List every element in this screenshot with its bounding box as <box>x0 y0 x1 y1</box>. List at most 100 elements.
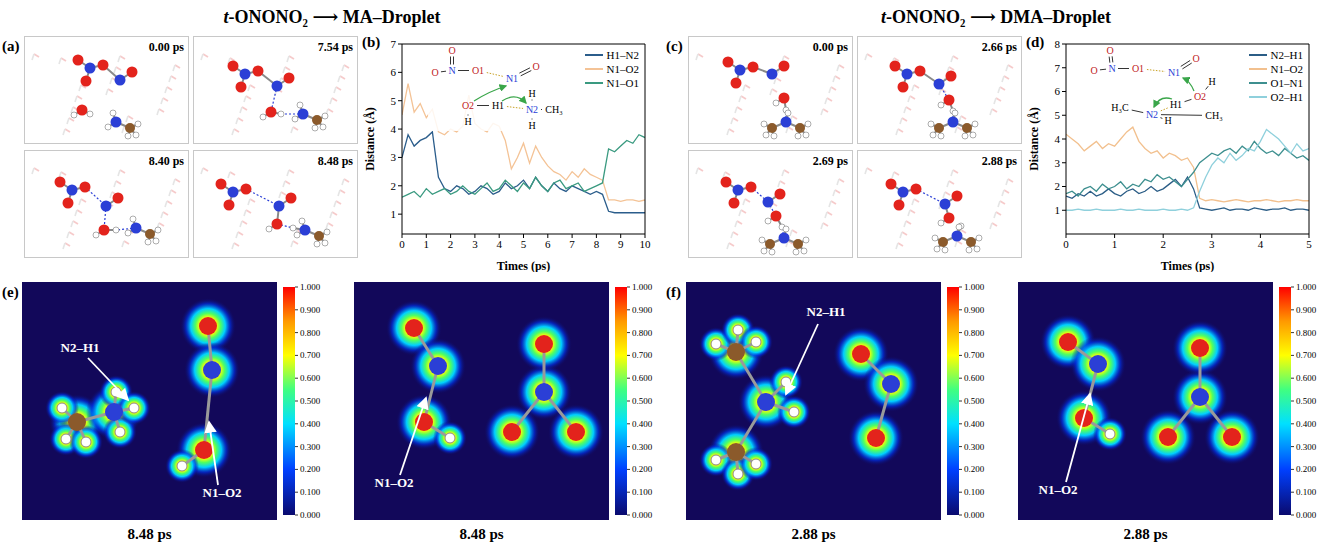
svg-text:0.400: 0.400 <box>1296 419 1317 429</box>
svg-text:N1: N1 <box>1168 67 1180 78</box>
svg-text:0.000: 0.000 <box>632 510 653 520</box>
svg-text:1.000: 1.000 <box>632 282 653 292</box>
svg-text:N1–O2: N1–O2 <box>203 485 242 500</box>
svg-text:0.400: 0.400 <box>632 419 653 429</box>
svg-text:3: 3 <box>472 238 478 250</box>
svg-text:0.800: 0.800 <box>964 328 985 338</box>
svg-text:4: 4 <box>1055 133 1061 145</box>
svg-text:2: 2 <box>448 238 454 250</box>
svg-text:8.48 ps: 8.48 ps <box>318 154 354 168</box>
svg-text:6: 6 <box>545 238 551 250</box>
svg-text:2.66 ps: 2.66 ps <box>982 40 1018 54</box>
svg-text:6: 6 <box>391 66 397 78</box>
svg-text:9: 9 <box>618 238 624 250</box>
svg-text:0.100: 0.100 <box>632 487 653 497</box>
svg-text:O: O <box>532 61 539 72</box>
svg-text:10: 10 <box>640 238 652 250</box>
svg-text:CH₃: CH₃ <box>1205 110 1222 121</box>
svg-text:O: O <box>431 67 438 78</box>
svg-text:0.100: 0.100 <box>300 487 321 497</box>
svg-text:H: H <box>1208 76 1215 87</box>
svg-text:1.000: 1.000 <box>964 282 985 292</box>
svg-text:0.500: 0.500 <box>1296 396 1317 406</box>
svg-text:5: 5 <box>1055 109 1061 121</box>
svg-text:3: 3 <box>1209 238 1215 250</box>
svg-text:0.600: 0.600 <box>300 373 321 383</box>
svg-text:0.200: 0.200 <box>964 464 985 474</box>
svg-text:4: 4 <box>1258 238 1264 250</box>
svg-text:0.800: 0.800 <box>632 328 653 338</box>
svg-text:1: 1 <box>424 238 430 250</box>
svg-text:N1: N1 <box>506 73 518 84</box>
svg-text:0.200: 0.200 <box>632 464 653 474</box>
svg-text:N1–O2: N1–O2 <box>375 475 414 490</box>
svg-text:5: 5 <box>1306 238 1312 250</box>
svg-text:7: 7 <box>1055 62 1061 74</box>
svg-text:2.88 ps: 2.88 ps <box>982 154 1018 168</box>
svg-text:4: 4 <box>391 123 397 135</box>
svg-text:0: 0 <box>1063 238 1069 250</box>
svg-text:0.900: 0.900 <box>300 305 321 315</box>
svg-text:1: 1 <box>391 208 397 220</box>
svg-text:O2: O2 <box>462 100 474 111</box>
svg-text:N2: N2 <box>1146 109 1158 120</box>
svg-text:O: O <box>1106 45 1113 56</box>
svg-text:H1: H1 <box>492 100 504 111</box>
svg-text:3: 3 <box>391 151 397 163</box>
svg-text:H: H <box>528 88 535 99</box>
svg-text:0.000: 0.000 <box>964 510 985 520</box>
svg-text:N2: N2 <box>526 104 538 115</box>
svg-text:2.69 ps: 2.69 ps <box>813 154 849 168</box>
svg-text:0.800: 0.800 <box>300 328 321 338</box>
svg-text:6: 6 <box>1055 85 1061 97</box>
svg-text:H: H <box>464 116 471 127</box>
svg-text:0.200: 0.200 <box>300 464 321 474</box>
svg-text:N2–H1: N2–H1 <box>61 340 100 355</box>
svg-text:0.300: 0.300 <box>964 442 985 452</box>
svg-text:0.100: 0.100 <box>1296 487 1317 497</box>
svg-text:H: H <box>528 120 535 131</box>
svg-text:N: N <box>448 65 455 76</box>
svg-text:0.000: 0.000 <box>1296 510 1317 520</box>
svg-text:0.700: 0.700 <box>300 350 321 360</box>
svg-text:0.100: 0.100 <box>964 487 985 497</box>
svg-text:0.00 ps: 0.00 ps <box>149 40 185 54</box>
svg-text:0.600: 0.600 <box>964 373 985 383</box>
svg-text:O: O <box>448 45 455 56</box>
svg-text:1: 1 <box>1112 238 1118 250</box>
svg-text:8: 8 <box>1055 38 1061 50</box>
svg-text:1: 1 <box>1055 204 1061 216</box>
svg-text:1.000: 1.000 <box>1296 282 1317 292</box>
svg-text:Distance (Å): Distance (Å) <box>363 107 377 171</box>
svg-text:0.400: 0.400 <box>300 419 321 429</box>
svg-text:0.00 ps: 0.00 ps <box>813 40 849 54</box>
svg-text:0.300: 0.300 <box>1296 442 1317 452</box>
svg-text:0.000: 0.000 <box>300 510 321 520</box>
svg-text:0.600: 0.600 <box>632 373 653 383</box>
svg-text:1.000: 1.000 <box>300 282 321 292</box>
svg-text:7.54 ps: 7.54 ps <box>318 40 354 54</box>
svg-text:2: 2 <box>1055 180 1061 192</box>
svg-text:N: N <box>1108 63 1115 74</box>
svg-text:0.700: 0.700 <box>632 350 653 360</box>
svg-text:0.500: 0.500 <box>964 396 985 406</box>
svg-text:N2–H1: N2–H1 <box>807 304 846 319</box>
svg-text:0.500: 0.500 <box>632 396 653 406</box>
svg-text:Distance (Å): Distance (Å) <box>1027 107 1041 171</box>
svg-text:8.40 ps: 8.40 ps <box>149 154 185 168</box>
svg-text:5: 5 <box>391 95 397 107</box>
svg-text:0.300: 0.300 <box>300 442 321 452</box>
svg-text:0.900: 0.900 <box>964 305 985 315</box>
svg-text:0.600: 0.600 <box>1296 373 1317 383</box>
svg-text:7: 7 <box>391 38 397 50</box>
svg-text:0.400: 0.400 <box>964 419 985 429</box>
svg-text:0.500: 0.500 <box>300 396 321 406</box>
svg-text:O1: O1 <box>472 65 484 76</box>
svg-text:0.900: 0.900 <box>632 305 653 315</box>
svg-text:3: 3 <box>1055 157 1061 169</box>
svg-text:2: 2 <box>1160 238 1166 250</box>
svg-text:O: O <box>1192 53 1199 64</box>
svg-text:N1–O2: N1–O2 <box>1039 482 1078 497</box>
svg-text:H: H <box>1164 115 1171 125</box>
svg-text:0.700: 0.700 <box>1296 350 1317 360</box>
